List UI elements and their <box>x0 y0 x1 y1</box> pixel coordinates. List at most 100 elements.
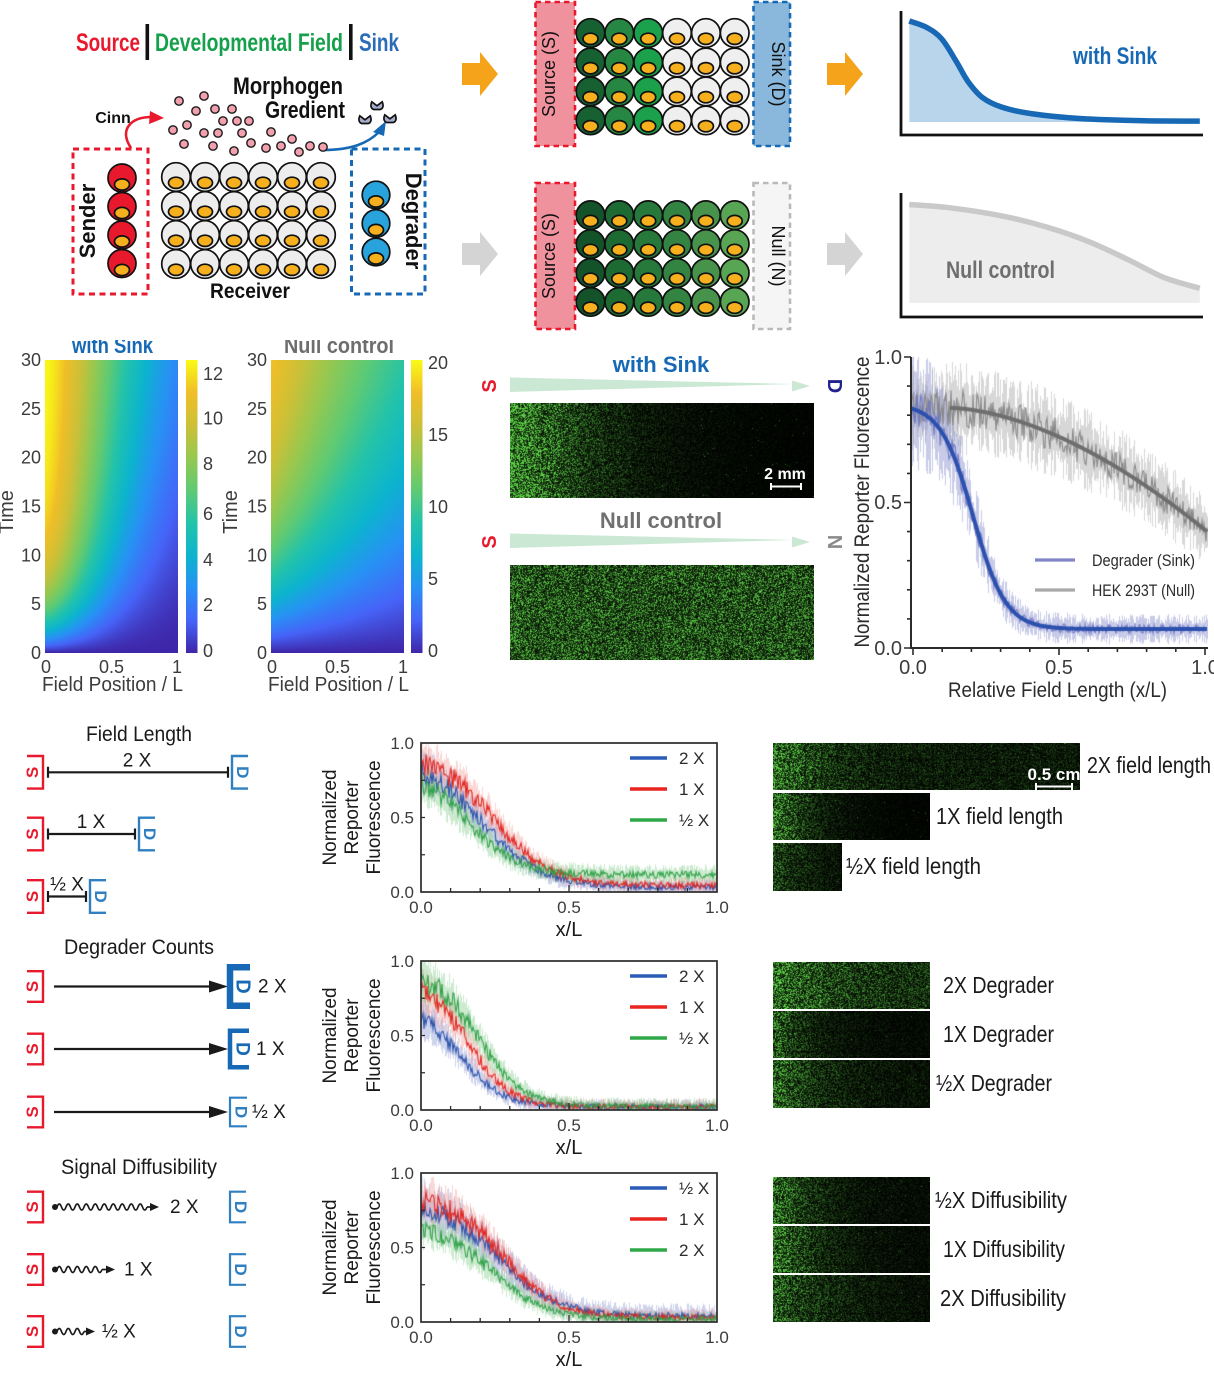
svg-text:Receiver: Receiver <box>210 280 290 303</box>
svg-text:1 X: 1 X <box>679 780 705 799</box>
svg-text:S: S <box>23 1326 42 1337</box>
svg-text:Normalized: Normalized <box>320 1199 341 1295</box>
svg-text:Fluorescence: Fluorescence <box>364 978 385 1092</box>
svg-text:Cinn: Cinn <box>95 110 131 127</box>
svg-text:Field Length: Field Length <box>86 723 192 746</box>
svg-text:½ X: ½ X <box>102 1322 136 1343</box>
svg-text:1: 1 <box>172 657 182 677</box>
svg-text:1.0: 1.0 <box>390 952 414 971</box>
svg-text:Field Position / L: Field Position / L <box>42 674 183 696</box>
svg-text:½ X: ½ X <box>50 875 84 896</box>
svg-text:Source (S): Source (S) <box>539 31 559 117</box>
svg-text:20: 20 <box>21 448 41 468</box>
svg-text:Morphogen: Morphogen <box>233 73 343 100</box>
svg-text:S: S <box>23 981 42 992</box>
svg-text:1 X: 1 X <box>124 1260 153 1281</box>
svg-text:0.0: 0.0 <box>390 1313 414 1332</box>
svg-text:x/L: x/L <box>556 1137 583 1159</box>
svg-text:2 X: 2 X <box>679 1241 705 1260</box>
svg-text:1 X: 1 X <box>679 998 705 1017</box>
svg-text:1.0: 1.0 <box>1191 657 1214 679</box>
svg-text:½X field length: ½X field length <box>846 853 981 879</box>
svg-text:with Sink: with Sink <box>612 352 710 377</box>
svg-text:Sink: Sink <box>359 29 399 57</box>
svg-text:½ X: ½ X <box>679 1179 709 1198</box>
svg-text:10: 10 <box>247 545 267 565</box>
svg-text:Normalized: Normalized <box>320 987 341 1083</box>
svg-text:S: S <box>23 1043 42 1054</box>
svg-text:Fluorescence: Fluorescence <box>364 760 385 874</box>
svg-text:2 X: 2 X <box>258 977 287 998</box>
svg-text:2 X: 2 X <box>679 967 705 986</box>
svg-text:Developmental Field: Developmental Field <box>155 29 343 57</box>
svg-text:20: 20 <box>428 353 448 373</box>
svg-text:2 X: 2 X <box>679 749 705 768</box>
svg-text:2X field length: 2X field length <box>1087 752 1211 778</box>
svg-text:S: S <box>23 767 42 778</box>
svg-text:25: 25 <box>21 399 41 419</box>
svg-text:0.5: 0.5 <box>1045 657 1073 679</box>
svg-text:20: 20 <box>247 448 267 468</box>
svg-text:2 X: 2 X <box>123 750 152 771</box>
svg-text:0.0: 0.0 <box>390 1101 414 1120</box>
svg-text:½ X: ½ X <box>679 1029 709 1048</box>
svg-text:Gredient: Gredient <box>265 97 345 124</box>
svg-text:1X Degrader: 1X Degrader <box>943 1021 1054 1047</box>
svg-text:1.0: 1.0 <box>390 1164 414 1183</box>
svg-text:Null control: Null control <box>600 508 722 533</box>
svg-text:Reporter: Reporter <box>342 1210 363 1285</box>
svg-text:0: 0 <box>31 643 41 663</box>
svg-text:½ X: ½ X <box>252 1102 286 1123</box>
svg-text:5: 5 <box>31 594 41 614</box>
svg-text:1 X: 1 X <box>679 1210 705 1229</box>
svg-text:Normalized: Normalized <box>320 769 341 865</box>
svg-text:2X Degrader: 2X Degrader <box>943 972 1054 998</box>
svg-text:Reporter: Reporter <box>342 998 363 1073</box>
svg-text:S: S <box>23 828 42 839</box>
svg-text:0.5: 0.5 <box>557 1328 581 1347</box>
svg-text:½ X: ½ X <box>679 811 709 830</box>
svg-text:Null (N): Null (N) <box>768 226 788 287</box>
svg-text:4: 4 <box>203 550 213 570</box>
svg-text:30: 30 <box>247 350 267 370</box>
svg-text:Fluorescence: Fluorescence <box>364 1190 385 1304</box>
svg-text:1 X: 1 X <box>77 812 106 833</box>
svg-text:S: S <box>23 1106 42 1117</box>
svg-text:D: D <box>232 1042 253 1056</box>
svg-text:0: 0 <box>41 657 51 677</box>
svg-text:0.5: 0.5 <box>874 492 902 514</box>
svg-text:N: N <box>823 535 845 549</box>
svg-text:1X field length: 1X field length <box>936 803 1063 829</box>
svg-text:D: D <box>231 1201 250 1213</box>
svg-text:Source: Source <box>76 29 140 57</box>
svg-text:0: 0 <box>203 641 213 661</box>
svg-text:1.0: 1.0 <box>705 1328 729 1347</box>
svg-text:0: 0 <box>257 643 267 663</box>
svg-text:x/L: x/L <box>556 1349 583 1371</box>
svg-text:with Sink: with Sink <box>71 340 153 358</box>
svg-text:0.5: 0.5 <box>557 1116 581 1135</box>
svg-text:30: 30 <box>21 350 41 370</box>
svg-text:Source (S): Source (S) <box>539 213 559 299</box>
svg-text:10: 10 <box>203 409 223 429</box>
svg-text:0.5: 0.5 <box>99 657 124 677</box>
svg-text:½X Diffusibility: ½X Diffusibility <box>935 1187 1067 1213</box>
svg-text:HEK 293T (Null): HEK 293T (Null) <box>1092 581 1195 600</box>
svg-text:2 mm: 2 mm <box>764 466 806 483</box>
svg-text:10: 10 <box>428 497 448 517</box>
svg-text:D: D <box>233 766 252 778</box>
svg-text:Null control: Null control <box>284 340 394 358</box>
svg-text:5: 5 <box>428 569 438 589</box>
svg-text:2: 2 <box>203 595 213 615</box>
svg-text:D: D <box>823 379 845 393</box>
svg-text:5: 5 <box>257 594 267 614</box>
svg-text:0: 0 <box>267 657 277 677</box>
svg-text:15: 15 <box>428 425 448 445</box>
svg-text:x/L: x/L <box>556 919 583 941</box>
svg-text:10: 10 <box>21 545 41 565</box>
svg-text:0.5: 0.5 <box>390 1239 414 1258</box>
svg-text:S: S <box>23 1201 42 1212</box>
svg-text:2X Diffusibility: 2X Diffusibility <box>940 1285 1066 1311</box>
svg-text:D: D <box>232 1106 251 1118</box>
svg-text:Null control: Null control <box>946 257 1055 284</box>
